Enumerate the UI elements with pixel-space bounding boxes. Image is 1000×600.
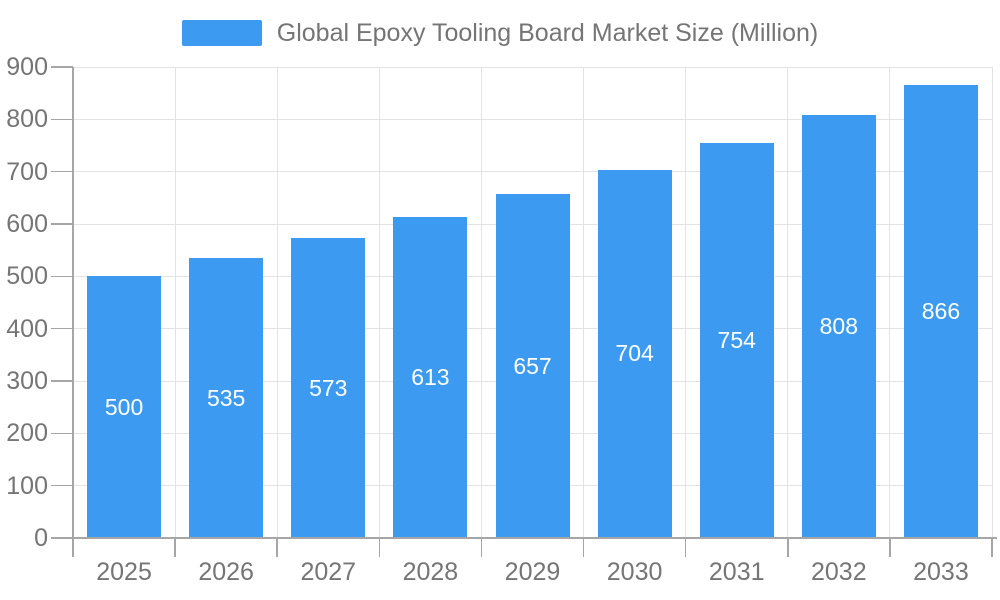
bar: 657 — [495, 194, 570, 538]
y-gridline — [73, 66, 992, 68]
y-axis-line — [72, 67, 74, 538]
y-axis-label: 300 — [6, 367, 48, 395]
y-axis-label: 800 — [6, 105, 48, 134]
bar: 808 — [801, 115, 876, 538]
y-axis-tick — [51, 170, 73, 173]
x-axis-label: 2029 — [504, 558, 561, 586]
x-axis-label: 2025 — [96, 558, 152, 586]
x-axis-label: 2031 — [708, 558, 765, 586]
x-gridline — [889, 67, 891, 538]
x-axis-label: 2028 — [402, 558, 459, 586]
x-gridline — [583, 67, 585, 538]
y-axis-tick — [51, 484, 73, 487]
x-axis-tick — [174, 538, 176, 557]
x-axis-label: 2026 — [198, 558, 254, 586]
y-gridline — [73, 118, 992, 120]
x-axis-label: 2032 — [811, 558, 867, 586]
x-axis-tick — [378, 538, 381, 557]
x-axis-tick — [72, 538, 74, 557]
bar-value-label: 535 — [206, 384, 246, 411]
bar: 535 — [189, 258, 264, 538]
x-axis-tick — [480, 538, 483, 557]
y-axis-label: 500 — [6, 262, 48, 291]
bar-value-label: 500 — [104, 393, 144, 420]
y-axis-label: 0 — [34, 524, 48, 552]
x-axis-tick — [684, 538, 687, 557]
bar-value-label: 613 — [411, 364, 450, 391]
x-gridline — [378, 67, 380, 538]
bar-value-label: 808 — [819, 313, 859, 340]
x-gridline — [685, 67, 687, 538]
y-axis-tick — [51, 118, 73, 121]
bar-value-label: 866 — [921, 297, 961, 324]
x-axis-tick — [787, 538, 789, 557]
y-axis-tick — [51, 432, 73, 435]
bar-value-label: 704 — [615, 340, 654, 367]
x-gridline — [991, 67, 993, 538]
chart-legend-item[interactable]: Global Epoxy Tooling Board Market Size (… — [0, 17, 1000, 49]
bar-value-label: 754 — [717, 327, 756, 354]
x-axis-tick — [276, 538, 278, 557]
bar: 704 — [597, 169, 672, 538]
bar: 613 — [393, 217, 468, 538]
y-gridline — [73, 171, 992, 173]
bar: 866 — [903, 84, 978, 538]
x-gridline — [174, 67, 176, 538]
x-gridline — [276, 67, 278, 538]
y-axis-label: 900 — [6, 53, 48, 81]
x-gridline — [787, 67, 789, 538]
y-axis-tick — [51, 66, 73, 68]
bar: 573 — [291, 238, 366, 538]
y-axis-label: 700 — [6, 157, 48, 186]
y-axis-tick — [51, 223, 73, 225]
y-axis-tick — [51, 537, 73, 539]
y-axis-label: 400 — [6, 314, 48, 343]
y-axis-label: 600 — [6, 210, 48, 238]
bar: 754 — [699, 143, 774, 538]
y-axis-tick — [51, 327, 73, 330]
x-axis-label: 2033 — [913, 558, 969, 586]
legend-label: Global Epoxy Tooling Board Market Size (… — [276, 18, 819, 47]
x-axis-tick — [991, 538, 993, 557]
x-axis-label: 2027 — [300, 558, 357, 586]
y-axis-tick — [51, 380, 73, 382]
x-axis-tick — [582, 538, 585, 557]
bar-value-label: 573 — [309, 374, 348, 401]
y-axis-tick — [51, 275, 73, 278]
legend-swatch-icon — [181, 20, 262, 46]
y-axis-label: 200 — [6, 419, 48, 448]
bar: 500 — [87, 276, 162, 538]
bar-value-label: 657 — [513, 352, 552, 379]
x-axis-label: 2030 — [606, 558, 663, 586]
x-gridline — [480, 67, 482, 538]
x-axis-tick — [889, 538, 891, 557]
y-axis-label: 100 — [6, 471, 48, 500]
x-axis-line — [73, 537, 997, 539]
